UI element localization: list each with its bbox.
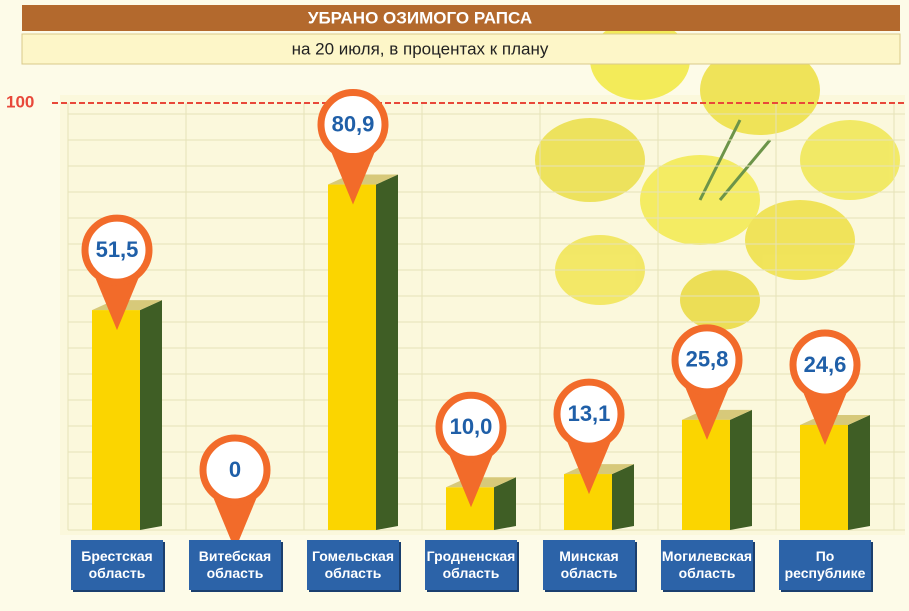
pin-pointer <box>447 449 495 508</box>
value-label: 24,6 <box>804 352 847 377</box>
pin-pointer <box>565 436 613 495</box>
pin-head <box>553 378 625 450</box>
value-label: 51,5 <box>96 237 139 262</box>
pin-head <box>81 214 153 286</box>
bar-side <box>612 464 634 530</box>
pin-pointer <box>801 386 849 445</box>
value-label: 80,9 <box>332 111 375 136</box>
category-label: Брестская область <box>71 540 163 590</box>
pin-pointer <box>211 492 259 550</box>
value-label: 10,0 <box>450 414 493 439</box>
pin-head <box>199 434 271 506</box>
value-label: 0 <box>229 457 241 482</box>
value-label: 25,8 <box>686 347 729 372</box>
category-label: Минская область <box>543 540 635 590</box>
subtitle-bar <box>21 33 901 65</box>
chart-subtitle: на 20 июля, в процентах к плану <box>292 39 549 58</box>
pin-pointer <box>683 381 731 440</box>
y-tick-label: 100 <box>6 92 34 111</box>
pin-pointer <box>93 272 141 331</box>
bar <box>328 184 376 530</box>
pin-head <box>435 391 507 463</box>
pin-head <box>671 324 743 396</box>
pin-head <box>789 329 861 401</box>
pin-head <box>317 89 389 161</box>
category-label: Гомельская область <box>307 540 399 590</box>
pin-pointer <box>329 146 377 205</box>
bar-side <box>376 174 398 530</box>
chart-title: УБРАНО ОЗИМОГО РАПСА <box>308 8 532 27</box>
title-bar <box>22 5 900 31</box>
bar-side <box>848 414 870 530</box>
category-label: Гродненская область <box>425 540 517 590</box>
value-label: 13,1 <box>568 401 611 426</box>
bar <box>682 419 730 530</box>
category-label: Могилевская область <box>661 540 753 590</box>
bar <box>92 310 140 530</box>
bar-side <box>730 409 752 530</box>
category-label: По республике <box>779 540 871 590</box>
bar-side <box>140 300 162 530</box>
bar-side <box>494 477 516 530</box>
category-label: Витебская область <box>189 540 281 590</box>
